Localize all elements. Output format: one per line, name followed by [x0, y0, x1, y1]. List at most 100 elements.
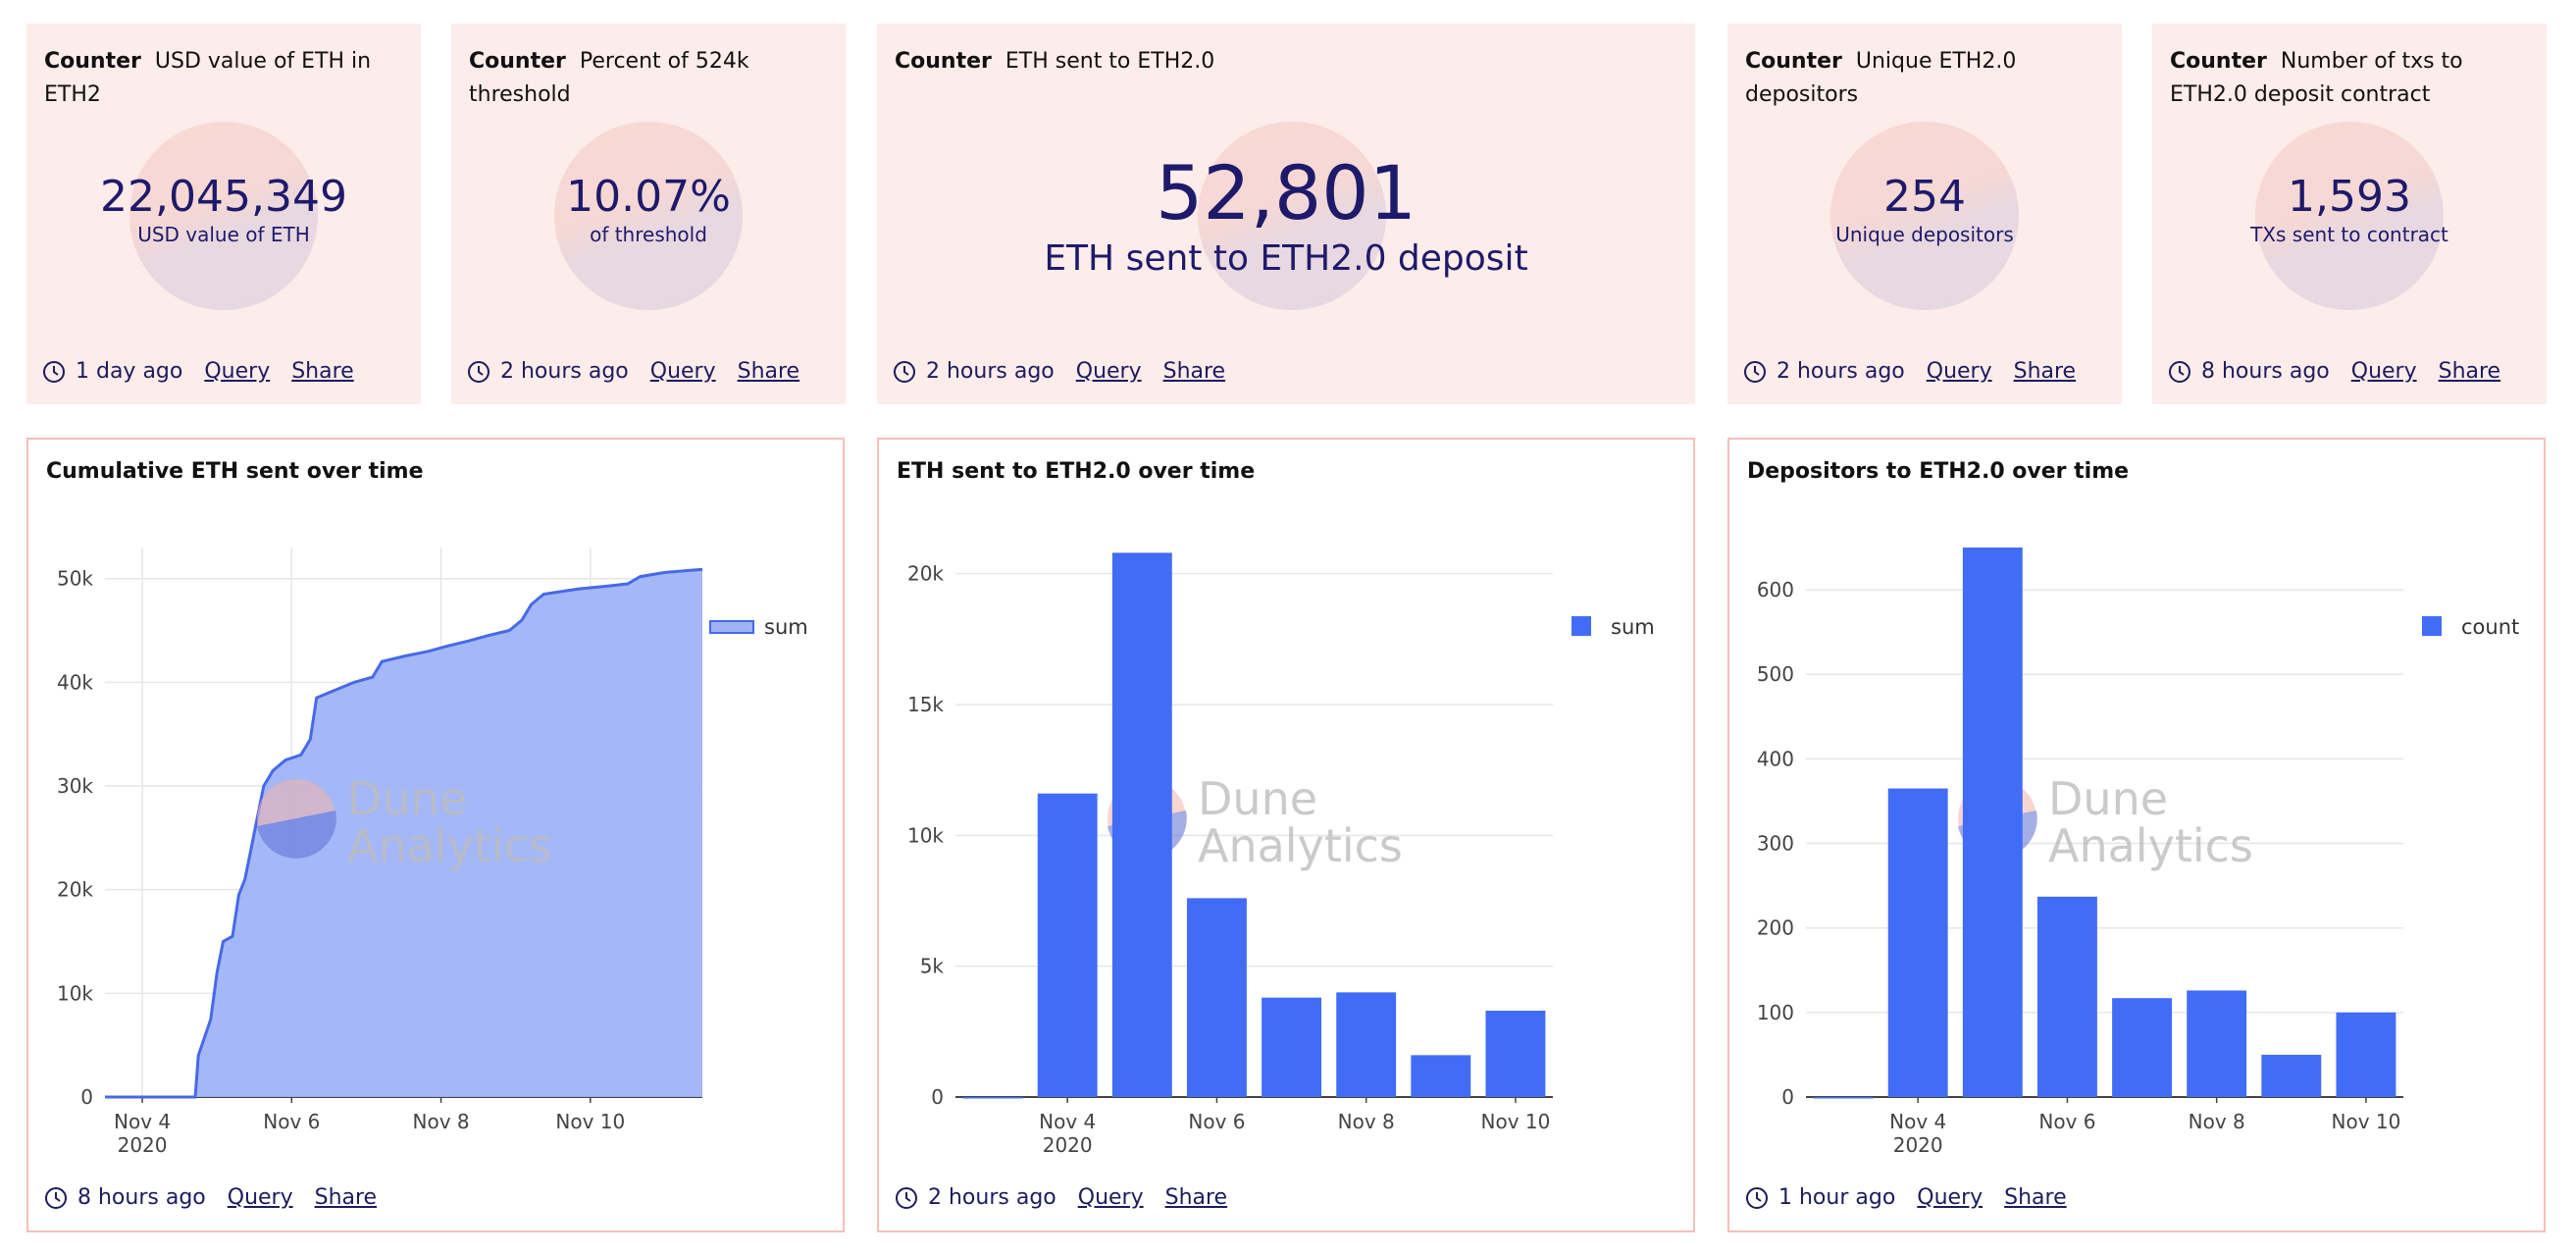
card-footer: 2 hours ago Query Share — [1743, 357, 2097, 387]
y-tick-label: 200 — [1757, 916, 1794, 940]
counter-value: 10.07% — [566, 172, 731, 222]
share-link[interactable]: Share — [2438, 359, 2501, 384]
bar-2020-11-08 — [1336, 992, 1397, 1097]
card-footer: 1 day ago Query Share — [42, 357, 376, 387]
updated-time: 2 hours ago — [1777, 359, 1905, 384]
query-link[interactable]: Query — [1075, 359, 1142, 384]
legend-label: sum — [1611, 615, 1655, 639]
card-kind: Counter — [44, 49, 141, 74]
query-link[interactable]: Query — [1077, 1185, 1144, 1210]
query-link[interactable]: Query — [204, 359, 271, 384]
card-kind: Counter — [469, 49, 566, 74]
card-footer: 2 hours ago Query Share — [467, 357, 821, 387]
query-link[interactable]: Query — [2350, 359, 2417, 384]
y-tick-label: 15k — [907, 693, 944, 716]
bar-2020-11-03 — [1813, 1097, 1874, 1099]
updated-time: 1 day ago — [76, 359, 183, 384]
counter-background-disc — [129, 122, 318, 310]
bar-2020-11-04 — [1037, 793, 1098, 1097]
bar-2020-11-06 — [1186, 898, 1247, 1097]
legend-label: sum — [764, 615, 808, 639]
x-tick-label: Nov 6 — [263, 1110, 320, 1133]
clock-icon — [468, 361, 489, 383]
card-footer: 2 hours ago Query Share — [895, 1183, 1249, 1213]
query-link[interactable]: Query — [649, 359, 716, 384]
counter-subtitle: USD value of ETH — [137, 223, 310, 246]
counter-title: Counter Number of txs to ETH2.0 deposit c… — [2170, 45, 2533, 112]
legend-swatch — [1571, 616, 1591, 636]
share-link[interactable]: Share — [291, 359, 354, 384]
counter-title-text: Unique ETH2.0 depositors — [1745, 49, 2017, 107]
x-tick-label: Nov 8 — [1338, 1110, 1395, 1133]
chart-title: ETH sent to ETH2.0 over time — [897, 459, 1256, 484]
x-tick-label: Nov 6 — [1188, 1110, 1245, 1133]
counter-background-disc — [554, 122, 743, 310]
bar-2020-11-08 — [2187, 990, 2247, 1097]
bar-2020-11-03 — [962, 1097, 1023, 1099]
share-link[interactable]: Share — [2013, 359, 2077, 384]
share-link[interactable]: Share — [2004, 1185, 2067, 1210]
card-footer: 2 hours ago Query Share — [893, 357, 1247, 387]
x-tick-label: Nov 10 — [2332, 1110, 2401, 1133]
query-link[interactable]: Query — [1917, 1185, 1984, 1210]
counter-title: Counter USD value of ETH in ETH2 — [44, 45, 407, 112]
counter-title-text: Number of txs to ETH2.0 deposit contract — [2170, 49, 2463, 107]
counter-title-text: Percent of 524k threshold — [469, 49, 749, 107]
y-tick-label: 400 — [1757, 747, 1794, 770]
watermark-text-line1: Dune — [1198, 772, 1317, 825]
updated-time: 8 hours ago — [77, 1185, 206, 1210]
legend-label: count — [2461, 615, 2519, 639]
chart-title: Cumulative ETH sent over time — [46, 459, 424, 484]
watermark-text-line2: Analytics — [347, 819, 552, 872]
share-link[interactable]: Share — [1164, 1185, 1228, 1210]
counter-value-block: 52,801 ETH sent to ETH2.0 deposit — [877, 149, 1695, 281]
counter-card-usd-value: Counter USD value of ETH in ETH2 22,045,3… — [26, 24, 421, 404]
card-kind: Counter — [1745, 49, 1842, 74]
bar-2020-11-09 — [1411, 1055, 1471, 1097]
y-tick-label: 20k — [907, 562, 944, 586]
clock-icon — [2169, 361, 2190, 383]
y-tick-label: 600 — [1757, 578, 1794, 602]
bar-2020-11-06 — [2036, 896, 2097, 1097]
counter-card-txs: Counter Number of txs to ETH2.0 deposit c… — [2152, 24, 2547, 404]
counter-value: 1,593 — [2288, 172, 2411, 222]
x-tick-label: Nov 8 — [2189, 1110, 2245, 1133]
bar-2020-11-09 — [2261, 1054, 2322, 1097]
y-tick-label: 300 — [1757, 832, 1794, 856]
counter-card-eth-sent: Counter ETH sent to ETH2.0 52,801 ETH sen… — [877, 24, 1695, 404]
counter-subtitle: TXs sent to contract — [2250, 223, 2448, 246]
query-link[interactable]: Query — [227, 1185, 293, 1210]
y-tick-label: 30k — [57, 774, 93, 798]
y-tick-label: 10k — [57, 981, 93, 1005]
clock-icon — [45, 1187, 67, 1209]
counter-background-disc — [1198, 122, 1386, 310]
counter-card-depositors: Counter Unique ETH2.0 depositors 254 Uniq… — [1727, 24, 2122, 404]
clock-icon — [896, 1187, 917, 1209]
y-tick-label: 10k — [907, 823, 944, 847]
share-link[interactable]: Share — [314, 1185, 378, 1210]
share-link[interactable]: Share — [1162, 359, 1226, 384]
updated-time: 2 hours ago — [926, 359, 1055, 384]
bar-2020-11-07 — [1262, 997, 1322, 1097]
y-tick-label: 5k — [920, 955, 945, 978]
share-link[interactable]: Share — [737, 359, 800, 384]
counter-value: 52,801 — [1156, 149, 1417, 236]
bar-2020-11-07 — [2112, 998, 2173, 1097]
counter-value-block: 10.07% of threshold — [451, 173, 846, 247]
chart-card-eth-sent: ETH sent to ETH2.0 over time 0 5k 10k 15k 20… — [877, 438, 1695, 1232]
card-footer: 8 hours ago Query Share — [44, 1183, 398, 1213]
clock-icon — [43, 361, 65, 383]
counter-background-disc — [1830, 122, 2019, 310]
y-tick-label: 50k — [57, 567, 93, 591]
bar-2020-11-05 — [1111, 552, 1172, 1097]
updated-time: 2 hours ago — [500, 359, 629, 384]
counter-background-disc — [2255, 122, 2444, 310]
x-year-label: 2020 — [118, 1133, 168, 1157]
counter-subtitle: of threshold — [590, 223, 707, 246]
query-link[interactable]: Query — [1926, 359, 1992, 384]
counter-value: 22,045,349 — [100, 172, 347, 222]
updated-time: 8 hours ago — [2201, 359, 2330, 384]
x-tick-label: Nov 10 — [1481, 1110, 1551, 1133]
card-footer: 1 hour ago Query Share — [1745, 1183, 2088, 1213]
x-year-label: 2020 — [1893, 1133, 1943, 1157]
